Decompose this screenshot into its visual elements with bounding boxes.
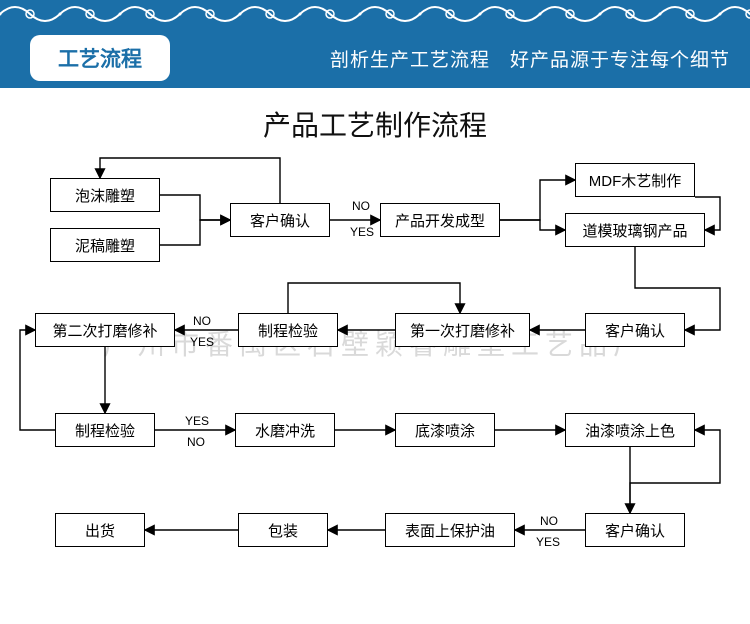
flow-node-sand1: 第一次打磨修补 — [395, 313, 530, 347]
edge-label: NO — [187, 436, 205, 448]
flow-node-cconf1: 客户确认 — [230, 203, 330, 237]
flow-node-develop: 产品开发成型 — [380, 203, 500, 237]
edge-label: NO — [352, 200, 370, 212]
flow-node-inspect1: 制程检验 — [238, 313, 338, 347]
flow-node-oil: 表面上保护油 — [385, 513, 515, 547]
flow-node-cconf2: 客户确认 — [585, 313, 685, 347]
flow-node-frp: 道模玻璃钢产品 — [565, 213, 705, 247]
flow-node-primer: 底漆喷涂 — [395, 413, 495, 447]
header-decoration — [0, 0, 750, 28]
edge-label: YES — [350, 226, 374, 238]
edge-label: YES — [190, 336, 214, 348]
edge-label: YES — [185, 415, 209, 427]
header-tagline: 剖析生产工艺流程 好产品源于专注每个细节 — [330, 45, 730, 72]
flow-node-inspect2: 制程检验 — [55, 413, 155, 447]
chart-title: 产品工艺制作流程 — [0, 104, 750, 144]
flow-node-paint: 油漆喷涂上色 — [565, 413, 695, 447]
flow-node-ship: 出货 — [55, 513, 145, 547]
flow-node-clay: 泥稿雕塑 — [50, 228, 160, 262]
flow-node-waterpol: 水磨冲洗 — [235, 413, 335, 447]
edge-label: NO — [193, 315, 211, 327]
header-badge: 工艺流程 — [30, 35, 170, 81]
edge-label: YES — [536, 536, 560, 548]
process-flowchart: 产品工艺制作流程 广州市番禺区石壁颖睿雕塑工艺品厂 泡沫雕塑泥稿雕塑客户确认产品… — [0, 88, 750, 624]
flow-node-pack: 包装 — [238, 513, 328, 547]
flow-node-foam: 泡沫雕塑 — [50, 178, 160, 212]
flow-node-sand2: 第二次打磨修补 — [35, 313, 175, 347]
flow-node-cconf3: 客户确认 — [585, 513, 685, 547]
header-bar: 工艺流程 剖析生产工艺流程 好产品源于专注每个细节 — [0, 28, 750, 88]
flow-node-mdf: MDF木艺制作 — [575, 163, 695, 197]
edge-label: NO — [540, 515, 558, 527]
